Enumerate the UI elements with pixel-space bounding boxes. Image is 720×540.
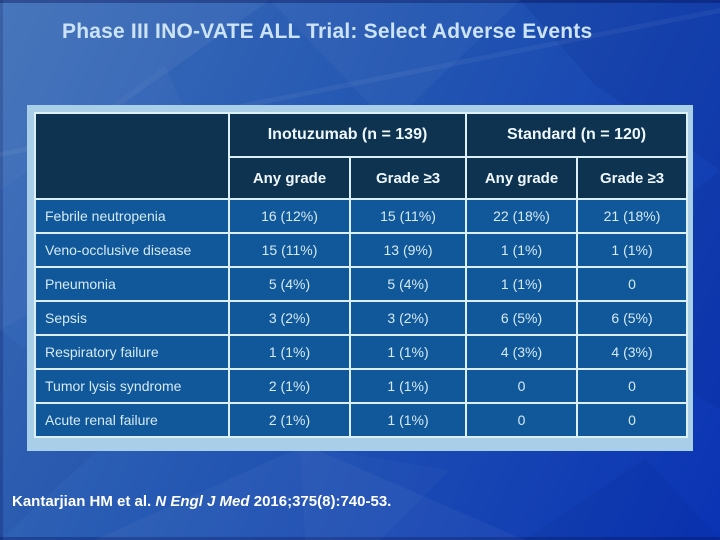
cell-value: 1 (1%): [576, 232, 689, 268]
subheader-inotuzumab-grade-ge3: Grade ≥3: [348, 156, 468, 200]
cell-value: 4 (3%): [576, 334, 689, 370]
cell-value: 4 (3%): [465, 334, 579, 370]
row-label: Sepsis: [34, 300, 230, 336]
group-header-standard: Standard (n = 120): [465, 112, 689, 158]
cell-value: 1 (1%): [348, 368, 468, 404]
table-row: Pneumonia 5 (4%) 5 (4%) 1 (1%) 0: [34, 266, 689, 302]
cell-value: 1 (1%): [348, 402, 468, 438]
cell-value: 21 (18%): [576, 198, 689, 234]
group-header-inotuzumab: Inotuzumab (n = 139): [227, 112, 468, 158]
cell-value: 22 (18%): [465, 198, 579, 234]
cell-value: 13 (9%): [348, 232, 468, 268]
sub-header-row: Any grade Grade ≥3 Any grade Grade ≥3: [35, 156, 689, 200]
cell-value: 6 (5%): [465, 300, 579, 336]
cell-value: 16 (12%): [228, 198, 351, 234]
table-row: Tumor lysis syndrome 2 (1%) 1 (1%) 0 0: [34, 368, 689, 404]
citation: Kantarjian HM et al. N Engl J Med 2016;3…: [12, 493, 391, 510]
table-row: Febrile neutropenia 16 (12%) 15 (11%) 22…: [34, 198, 689, 234]
citation-authors: Kantarjian HM et al.: [12, 493, 156, 510]
cell-value: 1 (1%): [228, 334, 351, 370]
cell-value: 3 (2%): [348, 300, 468, 336]
citation-reference: 2016;375(8):740-53.: [249, 493, 392, 510]
cell-value: 2 (1%): [228, 402, 351, 438]
table-corner-cell: [34, 112, 230, 200]
subheader-inotuzumab-any-grade: Any grade: [228, 156, 351, 200]
cell-value: 0: [465, 402, 579, 438]
table-row: Sepsis 3 (2%) 3 (2%) 6 (5%) 6 (5%): [34, 300, 689, 336]
row-label: Febrile neutropenia: [34, 198, 230, 234]
cell-value: 5 (4%): [348, 266, 468, 302]
cell-value: 2 (1%): [228, 368, 351, 404]
row-label: Tumor lysis syndrome: [34, 368, 230, 404]
cell-value: 1 (1%): [465, 232, 579, 268]
adverse-events-table: Inotuzumab (n = 139) Standard (n = 120) …: [34, 112, 689, 438]
citation-journal: N Engl J Med: [155, 493, 250, 510]
cell-value: 3 (2%): [228, 300, 351, 336]
subheader-standard-any-grade: Any grade: [465, 156, 579, 200]
cell-value: 15 (11%): [228, 232, 351, 268]
page-title: Phase III INO-VATE ALL Trial: Select Adv…: [62, 20, 593, 43]
cell-value: 5 (4%): [228, 266, 351, 302]
cell-value: 0: [576, 266, 689, 302]
cell-value: 1 (1%): [465, 266, 579, 302]
table-panel: Inotuzumab (n = 139) Standard (n = 120) …: [27, 105, 693, 451]
table-row: Veno-occlusive disease 15 (11%) 13 (9%) …: [34, 232, 689, 268]
row-label: Pneumonia: [34, 266, 230, 302]
group-header-row: Inotuzumab (n = 139) Standard (n = 120): [34, 112, 689, 200]
cell-value: 15 (11%): [348, 198, 468, 234]
table-row: Respiratory failure 1 (1%) 1 (1%) 4 (3%)…: [34, 334, 689, 370]
row-label: Respiratory failure: [34, 334, 230, 370]
cell-value: 0: [576, 368, 689, 404]
subheader-standard-grade-ge3: Grade ≥3: [576, 156, 689, 200]
table-row: Acute renal failure 2 (1%) 1 (1%) 0 0: [34, 402, 689, 438]
cell-value: 6 (5%): [576, 300, 689, 336]
row-label: Veno-occlusive disease: [34, 232, 230, 268]
cell-value: 1 (1%): [348, 334, 468, 370]
cell-value: 0: [465, 368, 579, 404]
row-label: Acute renal failure: [34, 402, 230, 438]
cell-value: 0: [576, 402, 689, 438]
